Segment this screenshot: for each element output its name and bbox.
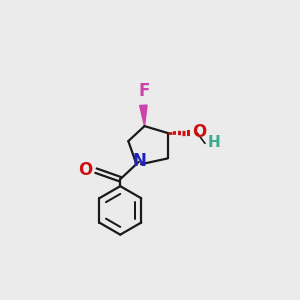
Text: N: N [133, 152, 147, 170]
Text: O: O [78, 161, 92, 179]
Text: F: F [138, 82, 150, 100]
Text: H: H [207, 135, 220, 150]
Polygon shape [140, 105, 147, 126]
Text: O: O [193, 123, 207, 141]
